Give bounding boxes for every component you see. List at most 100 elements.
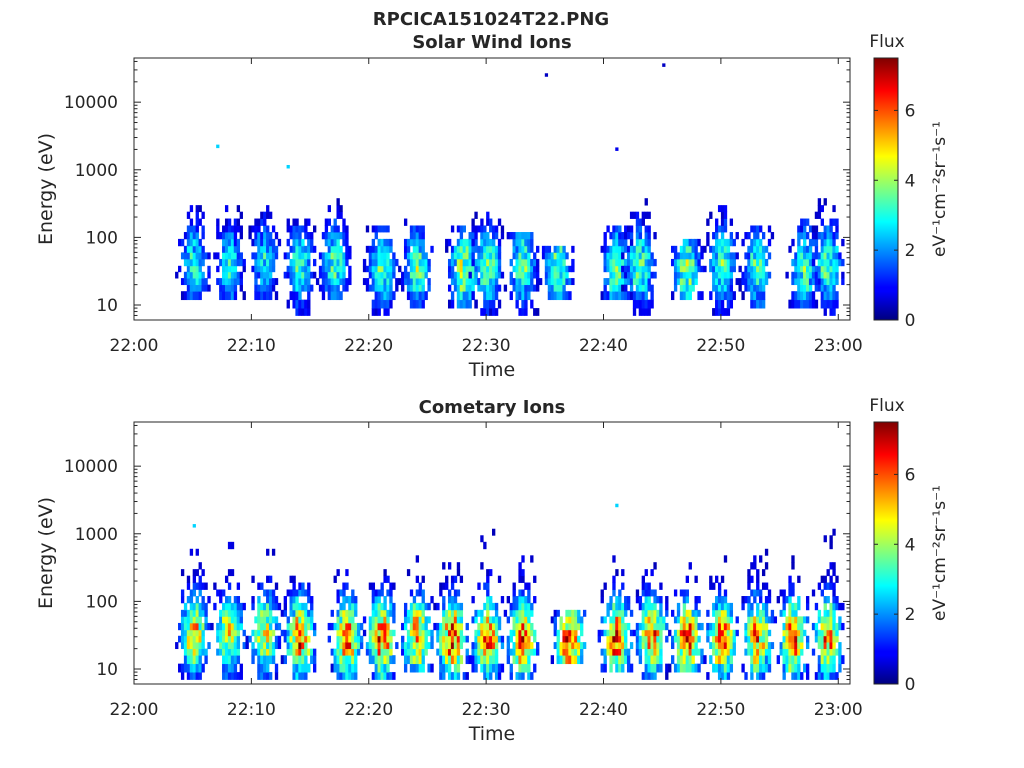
heatmap-cell <box>494 629 499 637</box>
heatmap-cell <box>814 232 819 240</box>
heatmap-cell <box>345 258 349 267</box>
heatmap-cell <box>829 284 833 292</box>
heatmap-cell <box>712 663 716 673</box>
heatmap-cell <box>192 655 197 665</box>
heatmap-cell <box>800 252 804 260</box>
heatmap-cell <box>518 265 522 273</box>
heatmap-cell <box>820 589 824 597</box>
heatmap-cell <box>292 284 296 292</box>
heatmap-cell <box>292 575 296 583</box>
heatmap-cell <box>483 635 487 643</box>
heatmap-cell <box>797 575 801 583</box>
heatmap-cell <box>354 629 358 637</box>
heatmap-cell <box>624 238 628 247</box>
heatmap-cell <box>257 672 261 680</box>
heatmap-cell <box>321 265 326 273</box>
heatmap-cell <box>615 258 619 267</box>
heatmap-cell <box>638 596 643 604</box>
heatmap-cell <box>618 245 622 253</box>
heatmap-cell <box>403 642 408 650</box>
heatmap-cell <box>418 589 422 597</box>
heatmap-cell <box>691 284 695 292</box>
heatmap-cell <box>198 291 202 301</box>
heatmap-cell <box>189 622 194 631</box>
heatmap-cell <box>726 672 731 680</box>
heatmap-cell <box>741 663 745 673</box>
heatmap-cell <box>415 616 420 624</box>
heatmap-cell <box>747 616 751 624</box>
heatmap-cell <box>198 589 202 597</box>
heatmap-cell <box>198 245 202 253</box>
heatmap-cell <box>389 582 393 590</box>
heatmap-cell <box>260 602 264 611</box>
heatmap-cell <box>380 663 384 673</box>
heatmap-cell <box>835 218 839 226</box>
heatmap-cell <box>603 252 607 260</box>
heatmap-cell <box>263 232 267 240</box>
heatmap-cell <box>421 278 425 286</box>
heatmap-cell <box>233 648 238 656</box>
heatmap-cell <box>723 616 728 624</box>
heatmap-cell <box>512 648 516 656</box>
heatmap-cell <box>562 252 566 260</box>
heatmap-cell <box>773 616 778 624</box>
x-tick-label: 22:30 <box>462 336 511 356</box>
heatmap-cell <box>712 609 716 617</box>
heatmap-cell <box>518 271 522 279</box>
heatmap-cell <box>486 622 490 631</box>
heatmap-cell <box>559 291 563 301</box>
heatmap-cell <box>744 252 748 260</box>
heatmap-cell <box>447 265 452 273</box>
heatmap-cell <box>521 655 525 665</box>
heatmap-cell <box>227 602 232 611</box>
heatmap-cell <box>239 252 243 260</box>
heatmap-cell <box>515 278 519 286</box>
heatmap-cell <box>709 655 713 665</box>
heatmap-cell <box>483 616 487 624</box>
heatmap-cell <box>266 642 270 650</box>
heatmap-cell <box>195 609 199 617</box>
heatmap-cell <box>556 252 560 260</box>
heatmap-cell <box>647 609 651 617</box>
heatmap-cell <box>201 225 205 233</box>
heatmap-cell <box>800 258 804 267</box>
heatmap-cell <box>289 245 293 253</box>
heatmap-cell <box>612 648 616 656</box>
y-tick-label: 10000 <box>64 93 118 113</box>
heatmap-cell <box>568 609 572 617</box>
heatmap-cell <box>835 252 839 260</box>
heatmap-cell <box>468 238 472 247</box>
heatmap-cell <box>339 602 343 611</box>
heatmap-cell <box>797 258 801 267</box>
heatmap-cell <box>447 284 452 292</box>
heatmap-cell <box>715 271 719 279</box>
heatmap-cell <box>377 589 381 597</box>
heatmap-cell <box>805 596 810 604</box>
heatmap-cell <box>550 655 555 665</box>
heatmap-cell <box>838 648 842 656</box>
heatmap-cell <box>726 629 731 637</box>
heatmap-cell <box>216 278 220 286</box>
heatmap-cell <box>764 655 769 665</box>
heatmap-cell <box>826 609 830 617</box>
heatmap-cell <box>682 291 687 301</box>
heatmap-cell <box>767 642 772 650</box>
heatmap-cell <box>354 596 358 604</box>
heatmap-cell <box>832 562 836 570</box>
heatmap-cell <box>823 245 827 253</box>
heatmap-cell <box>257 642 261 650</box>
heatmap-cell <box>759 258 763 267</box>
heatmap-cell <box>571 642 575 650</box>
heatmap-cell <box>427 284 431 292</box>
heatmap-cell <box>694 265 698 273</box>
heatmap-cell <box>480 562 484 570</box>
heatmap-cell <box>624 258 628 267</box>
heatmap-cell <box>729 642 734 650</box>
heatmap-cell <box>453 622 458 631</box>
heatmap-cell <box>817 258 822 267</box>
heatmap-cell <box>260 582 264 590</box>
heatmap-cell <box>295 291 299 301</box>
heatmap-cell <box>747 642 751 650</box>
heatmap-cell <box>717 278 722 286</box>
heatmap-cell <box>459 278 464 286</box>
